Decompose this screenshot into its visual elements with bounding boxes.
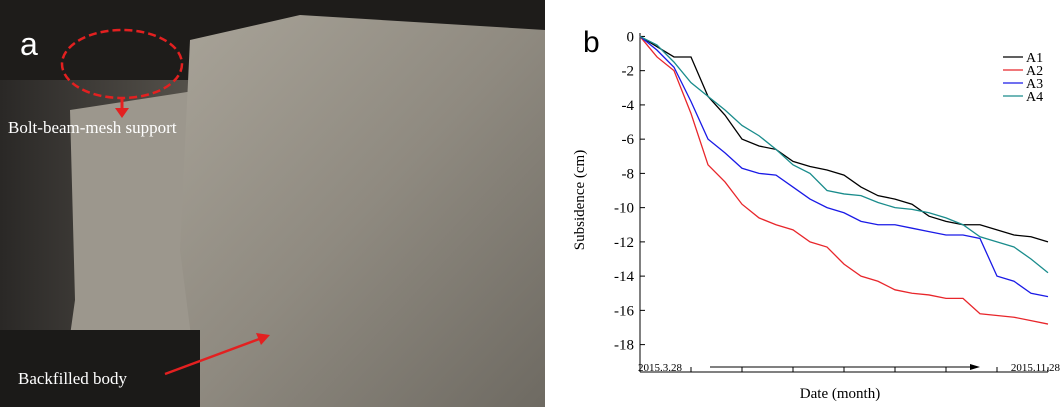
line xyxy=(639,35,1049,274)
date-arrow-head xyxy=(970,364,980,370)
y-tick-label: -14 xyxy=(614,269,634,285)
line xyxy=(639,35,1049,243)
line xyxy=(639,36,1049,325)
y-tick-label: -12 xyxy=(614,235,634,251)
legend-label: A2 xyxy=(1026,64,1043,79)
panel-label: a xyxy=(20,26,38,62)
y-tick-label: 0 xyxy=(627,29,635,45)
photo: a Bolt-beam-mesh support Backfilled body xyxy=(0,0,545,407)
y-tick-label: -2 xyxy=(622,64,635,80)
y-tick-label: -16 xyxy=(614,303,634,319)
arrow-head xyxy=(115,108,129,118)
legend-label: A1 xyxy=(1026,51,1043,66)
panel-label: b xyxy=(583,26,600,59)
floor xyxy=(0,330,200,407)
y-tick-label: -8 xyxy=(622,166,635,182)
y-tick-label: -10 xyxy=(614,201,634,217)
y-tick-label: -6 xyxy=(622,132,635,148)
backfilled-wall xyxy=(180,15,545,407)
y-axis-label: Subsidence (cm) xyxy=(572,150,588,250)
chart: b Date (month) Subsidence (cm) 0 -2 -4 -6 -8… xyxy=(572,26,1060,402)
line xyxy=(639,35,1049,298)
mesh-area xyxy=(60,90,215,407)
arrow xyxy=(164,336,263,376)
annotation: Bolt-beam-mesh support xyxy=(8,118,177,137)
x-tick-label: 2015.11.28 xyxy=(1011,362,1061,374)
x-axis-label: Date (month) xyxy=(800,386,880,402)
x-tick-label: 2015.3.28 xyxy=(638,362,683,374)
y-tick-label: -18 xyxy=(614,338,634,354)
legend-label: A4 xyxy=(1026,90,1043,105)
annotation: Backfilled body xyxy=(18,369,128,388)
y-tick-label: -4 xyxy=(622,98,635,114)
arrow-head xyxy=(256,333,270,345)
legend-label: A3 xyxy=(1026,77,1043,92)
